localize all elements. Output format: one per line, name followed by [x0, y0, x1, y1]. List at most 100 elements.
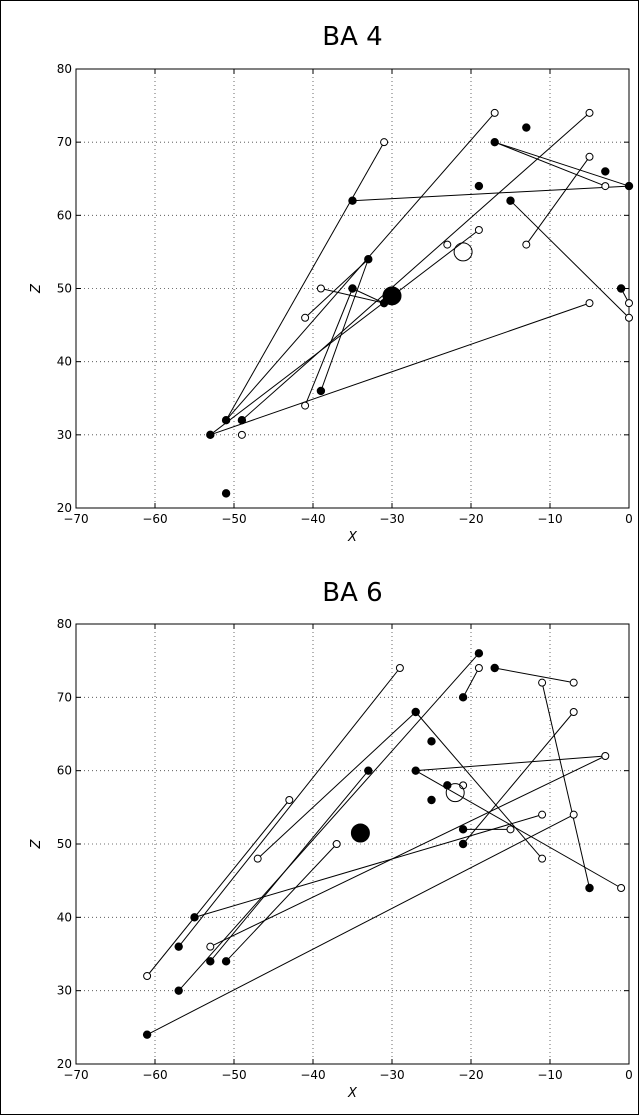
open-point: [301, 401, 310, 410]
open-point: [253, 854, 262, 863]
connector-line: [494, 141, 630, 187]
open-point: [316, 284, 325, 293]
mean-open-point: [453, 242, 473, 262]
connector-line: [146, 799, 290, 977]
filled-point: [601, 167, 610, 176]
open-point: [538, 854, 547, 863]
x-tick-label: −70: [63, 512, 88, 526]
chart-panel-ba6: BA 6 −70 −60 −50 −40 −30 −20 −10 0 20 30 40 50 60 70 80…: [29, 578, 633, 1101]
open-point: [474, 225, 483, 234]
x-tick-label: −30: [379, 1068, 404, 1082]
x-tick-label: −20: [458, 1068, 483, 1082]
x-tick-label: −20: [458, 512, 483, 526]
connector-line: [194, 814, 543, 918]
connector-line: [510, 200, 630, 319]
open-point: [490, 108, 499, 117]
mean-open-point: [445, 783, 465, 803]
open-point: [569, 810, 578, 819]
open-point: [332, 840, 341, 848]
filled-point: [616, 284, 626, 293]
open-point: [285, 796, 294, 804]
connector-line: [178, 653, 480, 991]
filled-point: [490, 663, 499, 673]
connector-line: [320, 259, 369, 392]
filled-point: [142, 1030, 152, 1039]
connector-line: [225, 141, 385, 421]
filled-point: [427, 737, 436, 746]
filled-point: [506, 196, 515, 205]
x-tick-label: −10: [537, 1068, 562, 1082]
filled-point: [585, 883, 594, 893]
filled-point: [411, 766, 420, 775]
filled-point: [458, 825, 468, 834]
connector-line: [352, 288, 385, 304]
connector-line: [210, 755, 606, 948]
filled-point: [221, 957, 231, 966]
connector-line: [462, 711, 575, 845]
open-point: [395, 664, 404, 672]
y-tick-label: 20: [57, 501, 72, 515]
filled-point: [206, 430, 215, 440]
filled-point: [490, 137, 499, 147]
y-tick-label: 40: [57, 910, 72, 924]
open-point: [625, 299, 633, 308]
connector-line: [320, 288, 385, 304]
open-point: [569, 678, 578, 687]
filled-point: [206, 957, 215, 966]
open-point: [538, 678, 547, 687]
y-tick-label: 80: [57, 62, 72, 76]
y-tick-label: 20: [57, 1057, 72, 1071]
y-tick-label: 50: [57, 837, 72, 851]
x-tick-label: −30: [379, 512, 404, 526]
y-tick-label: 50: [57, 282, 72, 296]
filled-point: [174, 986, 183, 995]
open-point: [585, 108, 594, 117]
open-point: [206, 942, 215, 951]
open-point: [601, 752, 610, 760]
x-tick-label: −50: [221, 1068, 246, 1082]
open-point: [569, 708, 578, 716]
connector-line: [225, 843, 338, 962]
y-axis-label: Z: [29, 838, 44, 849]
connector-line: [494, 667, 574, 684]
y-axis-label: Z: [29, 283, 44, 294]
x-tick-label: −70: [63, 1068, 88, 1082]
connector-line: [462, 667, 480, 698]
x-axis-label: X: [347, 1086, 358, 1101]
filled-point: [364, 255, 373, 264]
y-tick-label: 80: [57, 617, 72, 631]
open-point: [625, 313, 633, 322]
x-tick-label: −50: [221, 512, 246, 526]
chart-title: BA 4: [322, 22, 382, 52]
connector-line: [209, 229, 480, 436]
x-tick-label: 0: [625, 1068, 633, 1082]
y-tick-label: 30: [57, 428, 72, 442]
open-point: [617, 884, 626, 892]
filled-point: [174, 942, 183, 951]
filled-point: [348, 284, 357, 293]
filled-point: [316, 386, 326, 396]
filled-point: [458, 693, 468, 702]
connector-line: [415, 711, 543, 859]
mean-filled-point: [350, 823, 370, 843]
filled-point: [427, 795, 436, 805]
y-tick-label: 30: [57, 984, 72, 998]
x-tick-label: −10: [537, 512, 562, 526]
y-tick-label: 60: [57, 208, 72, 222]
connector-line: [209, 770, 369, 962]
open-point: [538, 810, 547, 819]
connector-line: [178, 667, 401, 947]
connector-line: [146, 814, 574, 1036]
filled-point: [411, 707, 420, 717]
open-point: [585, 299, 594, 308]
connector-line: [541, 682, 590, 889]
connector-line: [210, 302, 590, 436]
connector-line: [415, 770, 622, 889]
connector-line: [494, 141, 606, 187]
filled-point: [522, 123, 531, 132]
open-point: [585, 152, 594, 161]
y-tick-label: 40: [57, 355, 72, 369]
connector-line: [525, 156, 590, 245]
